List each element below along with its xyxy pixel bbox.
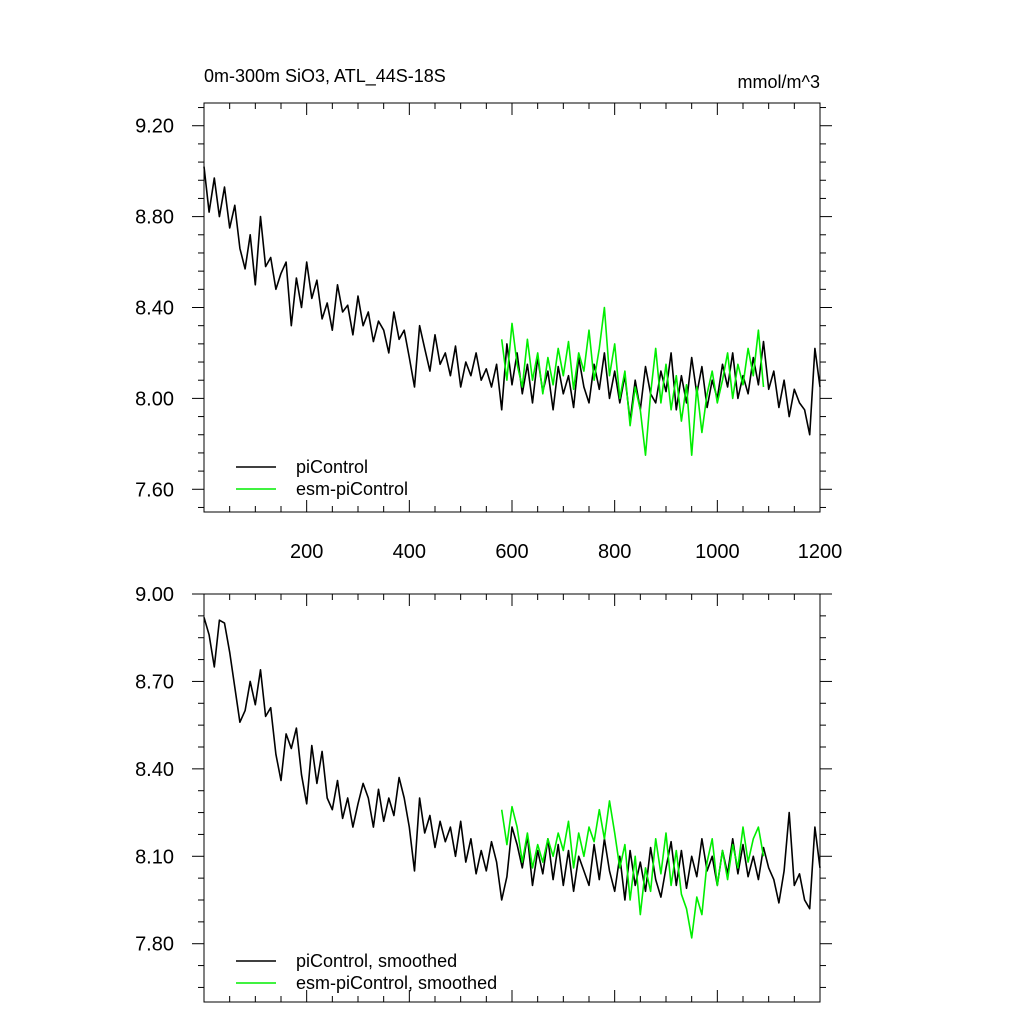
- plot-frame: [203, 102, 821, 513]
- x-tick-label: 1200: [798, 541, 843, 563]
- x-tick-label: 200: [290, 541, 323, 563]
- legend: piControl, smoothed esm-piControl, smoot…: [236, 951, 497, 993]
- series-layer: [203, 617, 821, 939]
- y-tick-label: 9.00: [135, 584, 174, 606]
- bottom-panel: 7.80 8.10 8.40 8.70 9.00 piControl, smoothed…: [135, 584, 832, 1003]
- series-line-0: [203, 166, 821, 436]
- legend-label-esm-picontrol: esm-piControl: [296, 479, 408, 499]
- y-tick-labels: 7.80 8.10 8.40 8.70 9.00: [135, 584, 174, 956]
- top-panel: 0m-300m SiO3, ATL_44S-18S mmol/m^3 7.60 8…: [135, 66, 842, 563]
- tick-marks: [192, 103, 832, 512]
- x-tick-label: 800: [598, 541, 631, 563]
- series-line-1: [500, 800, 765, 939]
- y-tick-label: 8.80: [135, 207, 174, 229]
- series-line-1: [500, 306, 765, 457]
- y-tick-label: 8.70: [135, 671, 174, 693]
- x-tick-label: 1000: [695, 541, 740, 563]
- series-layer: [203, 166, 821, 457]
- y-tick-label: 8.00: [135, 388, 174, 410]
- series-line-0: [203, 617, 821, 910]
- y-tick-label: 8.40: [135, 298, 174, 320]
- y-tick-label: 8.40: [135, 759, 174, 781]
- x-tick-label: 400: [393, 541, 426, 563]
- tick-marks: [192, 593, 832, 1002]
- legend-label-picontrol: piControl: [296, 457, 368, 477]
- y-tick-label: 9.20: [135, 116, 174, 138]
- x-tick-label: 600: [495, 541, 528, 563]
- y-tick-label: 7.60: [135, 479, 174, 501]
- legend-label-esm-picontrol-smoothed: esm-piControl, smoothed: [296, 973, 497, 993]
- legend: piControl esm-piControl: [236, 457, 408, 499]
- units-label: mmol/m^3: [738, 72, 820, 92]
- legend-label-picontrol-smoothed: piControl, smoothed: [296, 951, 457, 971]
- y-tick-label: 7.80: [135, 934, 174, 956]
- plot-frame: [203, 593, 821, 1003]
- y-tick-labels: 7.60 8.00 8.40 8.80 9.20: [135, 116, 174, 502]
- y-tick-label: 8.10: [135, 846, 174, 868]
- chart-title: 0m-300m SiO3, ATL_44S-18S: [204, 66, 446, 87]
- x-tick-labels: 200 400 600 800 1000 1200: [290, 541, 842, 563]
